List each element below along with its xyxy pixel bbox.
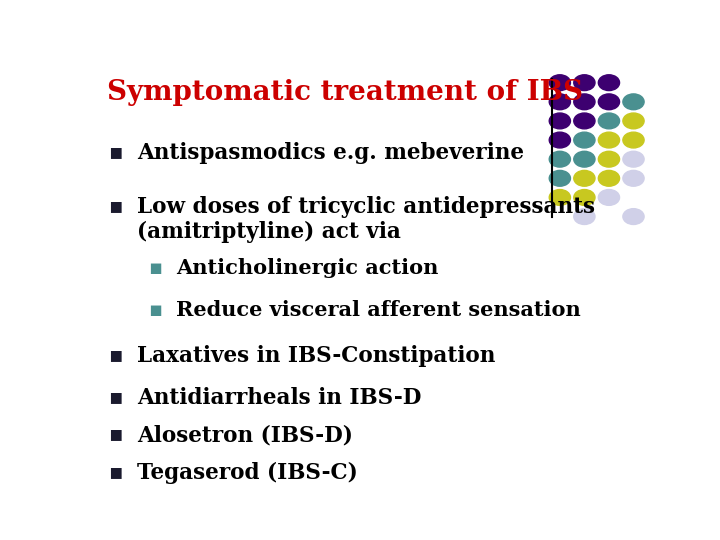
Text: Reduce visceral afferent sensation: Reduce visceral afferent sensation — [176, 300, 581, 320]
Circle shape — [598, 190, 619, 205]
Text: ▪: ▪ — [108, 387, 122, 407]
Circle shape — [598, 94, 619, 110]
Circle shape — [623, 132, 644, 148]
Text: Symptomatic treatment of IBS: Symptomatic treatment of IBS — [107, 79, 582, 106]
Text: Anticholinergic action: Anticholinergic action — [176, 258, 439, 278]
Text: Tegaserod (IBS-C): Tegaserod (IBS-C) — [138, 462, 358, 484]
Circle shape — [574, 75, 595, 91]
Circle shape — [598, 151, 619, 167]
Text: Antispasmodics e.g. mebeverine: Antispasmodics e.g. mebeverine — [138, 141, 524, 164]
Text: ▪: ▪ — [108, 346, 122, 366]
Circle shape — [574, 94, 595, 110]
Circle shape — [598, 113, 619, 129]
Circle shape — [549, 151, 570, 167]
Circle shape — [549, 132, 570, 148]
Text: ▪: ▪ — [108, 141, 122, 161]
Text: ▪: ▪ — [108, 424, 122, 444]
Circle shape — [598, 132, 619, 148]
Text: Low doses of tricyclic antidepressants
(amitriptyline) act via: Low doses of tricyclic antidepressants (… — [138, 196, 595, 244]
Text: Antidiarrheals in IBS-D: Antidiarrheals in IBS-D — [138, 387, 422, 409]
Circle shape — [574, 113, 595, 129]
Circle shape — [574, 151, 595, 167]
Circle shape — [598, 171, 619, 186]
Text: ▪: ▪ — [108, 462, 122, 482]
Text: ▪: ▪ — [108, 196, 122, 216]
Circle shape — [549, 75, 570, 91]
Circle shape — [574, 132, 595, 148]
Circle shape — [549, 94, 570, 110]
Circle shape — [549, 190, 570, 205]
Circle shape — [623, 208, 644, 225]
Text: Laxatives in IBS-Constipation: Laxatives in IBS-Constipation — [138, 346, 496, 367]
Circle shape — [549, 171, 570, 186]
Circle shape — [623, 113, 644, 129]
Circle shape — [549, 113, 570, 129]
Circle shape — [623, 171, 644, 186]
Circle shape — [598, 75, 619, 91]
Circle shape — [574, 171, 595, 186]
Circle shape — [574, 208, 595, 225]
Text: ▪: ▪ — [148, 300, 163, 320]
Text: ▪: ▪ — [148, 258, 163, 278]
Circle shape — [623, 94, 644, 110]
Circle shape — [574, 190, 595, 205]
Text: Alosetron (IBS-D): Alosetron (IBS-D) — [138, 424, 354, 447]
Circle shape — [623, 151, 644, 167]
